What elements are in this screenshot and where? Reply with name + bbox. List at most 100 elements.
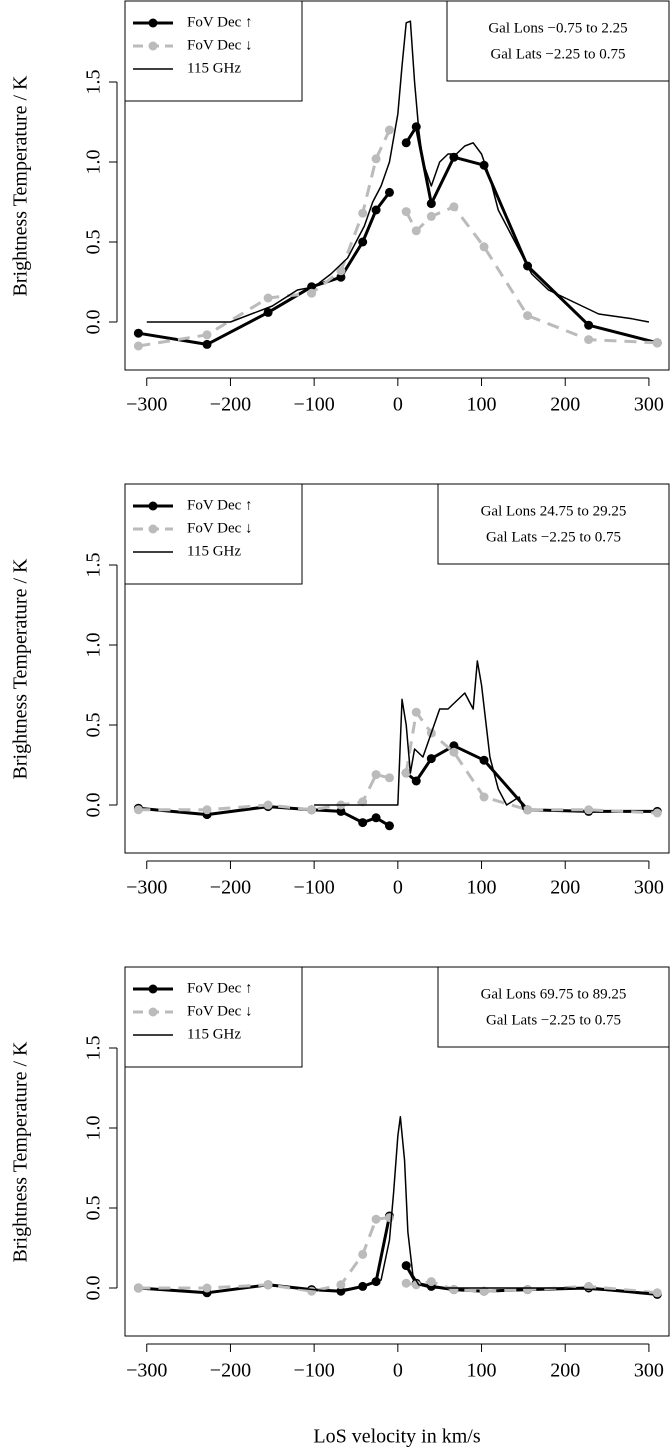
data-point (401, 1261, 411, 1271)
data-point (584, 335, 594, 345)
data-point (336, 266, 346, 276)
y-axis-label: Brightness Temperature / K (10, 1041, 32, 1263)
annotation: Gal Lats −2.25 to 0.75 (486, 1012, 621, 1028)
legend-label: 115 GHz (187, 543, 241, 559)
x-tick-label: −200 (210, 877, 251, 899)
data-point (371, 770, 381, 780)
legend-label: FoV Dec ↑ (187, 497, 253, 513)
legend-marker (148, 1007, 158, 1017)
x-tick-label: 200 (550, 394, 580, 416)
x-tick-label: 100 (467, 394, 497, 416)
data-point (449, 202, 459, 212)
data-point (426, 1277, 436, 1287)
data-point (358, 1249, 368, 1259)
data-point (411, 226, 421, 236)
y-tick-label: 1.5 (83, 1036, 105, 1061)
data-point (401, 768, 411, 778)
legend-label: FoV Dec ↑ (187, 980, 253, 996)
x-tick-label: 300 (634, 1360, 664, 1382)
data-point (336, 272, 346, 282)
series-line (146, 20, 650, 323)
x-tick-label: 200 (550, 877, 580, 899)
data-point (263, 800, 273, 810)
x-tick-label: 300 (634, 394, 664, 416)
y-tick-label: 1.0 (83, 150, 105, 175)
data-point (358, 237, 368, 247)
y-tick-label: 1.5 (83, 70, 105, 95)
data-point (202, 330, 212, 340)
y-tick-label: 0.5 (83, 1196, 105, 1221)
annotation-box (446, 0, 670, 82)
y-tick-label: 0.0 (83, 310, 105, 335)
y-axis-label: Brightness Temperature / K (10, 558, 32, 780)
data-point (411, 776, 421, 786)
legend-label: FoV Dec ↓ (187, 520, 253, 536)
data-point (263, 293, 273, 303)
annotation: Gal Lons −0.75 to 2.25 (488, 20, 627, 36)
data-point (449, 1285, 459, 1295)
legend-marker (148, 501, 158, 511)
annotation: Gal Lons 69.75 to 89.25 (481, 986, 627, 1002)
data-point (336, 806, 346, 816)
legend-marker (148, 524, 158, 534)
data-point (401, 207, 411, 217)
annotation-box (437, 966, 670, 1048)
data-point (336, 1280, 346, 1290)
data-point (584, 320, 594, 330)
data-point (263, 1280, 273, 1290)
data-point (133, 328, 143, 338)
x-tick-label: −100 (294, 1360, 335, 1382)
x-tick-label: −200 (210, 1360, 251, 1382)
x-tick-label: 0 (393, 1360, 403, 1382)
legend-label: FoV Dec ↓ (187, 37, 253, 53)
data-point (652, 338, 662, 348)
data-point (401, 138, 411, 148)
series-line (138, 1215, 658, 1296)
x-tick-label: −300 (126, 1360, 167, 1382)
data-point (133, 1283, 143, 1293)
data-point (307, 805, 317, 815)
data-point (371, 813, 381, 823)
data-point (263, 307, 273, 317)
data-point (523, 311, 533, 321)
y-tick-label: 0.5 (83, 713, 105, 738)
annotation: Gal Lats −2.25 to 0.75 (490, 46, 625, 62)
x-tick-label: −300 (126, 394, 167, 416)
legend-marker (148, 18, 158, 28)
data-point (384, 1213, 394, 1223)
data-point (202, 805, 212, 815)
legend-label: 115 GHz (187, 60, 241, 76)
data-point (384, 125, 394, 135)
data-point (426, 199, 436, 209)
y-tick-label: 0.0 (83, 1276, 105, 1301)
data-point (202, 1283, 212, 1293)
legend-label: FoV Dec ↓ (187, 1003, 253, 1019)
plot-frame (124, 483, 670, 854)
x-tick-label: 200 (550, 1360, 580, 1382)
data-point (426, 754, 436, 764)
data-point (307, 288, 317, 298)
x-tick-label: −100 (294, 877, 335, 899)
x-tick-label: 100 (467, 1360, 497, 1382)
data-point (426, 211, 436, 221)
data-point (652, 808, 662, 818)
y-tick-label: 1.0 (83, 1116, 105, 1141)
legend-marker (148, 984, 158, 994)
legend-box (124, 483, 303, 585)
data-point (371, 205, 381, 215)
data-point (584, 805, 594, 815)
annotation: Gal Lons 24.75 to 29.25 (481, 503, 627, 519)
x-tick-label: −200 (210, 394, 251, 416)
data-point (401, 1278, 411, 1288)
legend-box (124, 966, 303, 1068)
y-tick-label: 1.5 (83, 553, 105, 578)
x-tick-label: −300 (126, 877, 167, 899)
annotation-box (437, 483, 670, 565)
data-point (411, 1280, 421, 1290)
x-tick-label: 100 (467, 877, 497, 899)
data-point (449, 152, 459, 162)
data-point (371, 154, 381, 164)
data-point (133, 341, 143, 351)
plot-frame (124, 0, 670, 371)
data-point (371, 1214, 381, 1224)
